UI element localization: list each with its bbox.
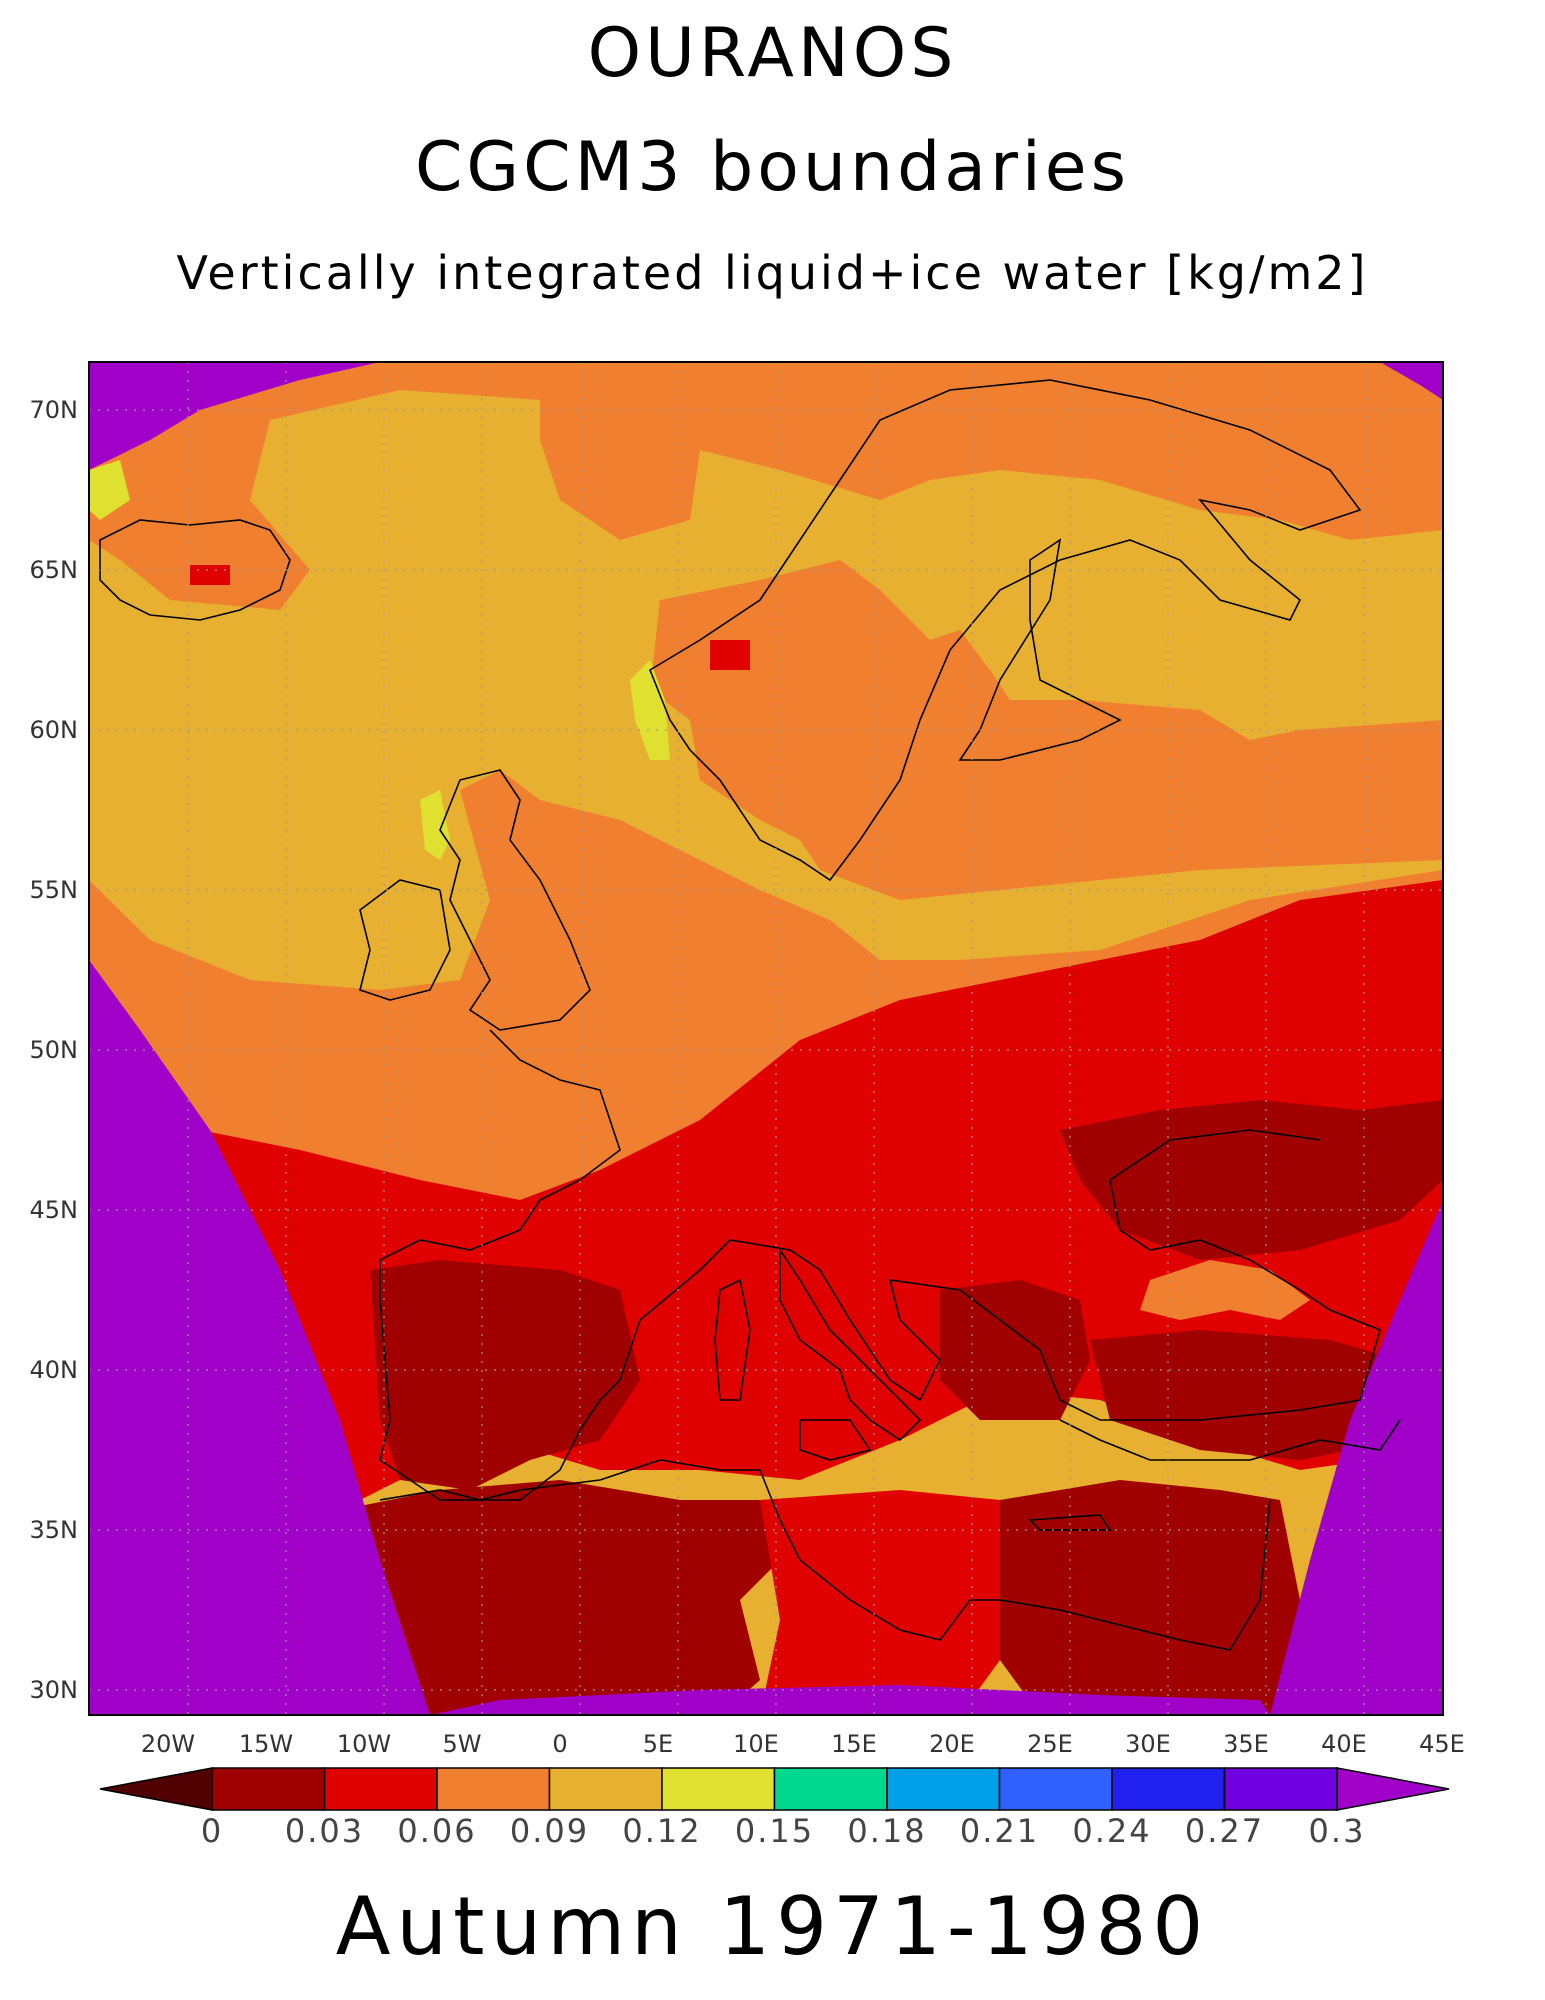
colorbar-swatch	[548, 1767, 663, 1811]
field-saharan-red	[760, 1490, 1000, 1715]
field-outside-topright	[1380, 362, 1443, 400]
colorbar-label: 0.27	[1185, 1812, 1264, 1850]
field-iceland-red	[190, 565, 230, 585]
coastline-finland	[958, 538, 1122, 761]
lon-tick-label: 10E	[733, 1730, 779, 1758]
plot-frame	[88, 361, 1444, 1716]
colorbar-under-arrow	[99, 1767, 213, 1811]
colorbar: 0 0.03 0.06 0.09 0.12 0.15 0.18 0.21 0.24 0.27 0.3	[99, 1767, 1450, 1850]
lon-tick-label: 15E	[831, 1730, 877, 1758]
coastline-italy	[779, 1247, 922, 1442]
colorbar-label: 0.3	[1309, 1812, 1366, 1850]
colorbar-label: 0	[201, 1812, 223, 1850]
lon-tick-label: 20W	[141, 1730, 195, 1758]
coastline-scandinavia	[649, 379, 1362, 882]
lon-tick-label: 45E	[1419, 1730, 1465, 1758]
colorbar-swatch	[661, 1767, 776, 1811]
field-layer	[89, 362, 1443, 1715]
period-label: Autumn 1971-1980	[335, 1880, 1210, 1973]
field-outside-bottom	[430, 1685, 1270, 1715]
coastline-turkey	[1059, 1419, 1401, 1461]
lon-tick-label: 35E	[1223, 1730, 1269, 1758]
field-yellow-scotland	[420, 790, 450, 860]
coastline-continent	[379, 1029, 1381, 1501]
field-scandinavia	[650, 560, 1443, 900]
field-blacksea-orange	[1140, 1260, 1310, 1320]
coastline-ireland	[359, 879, 451, 1001]
lon-tick-label: 20E	[929, 1730, 975, 1758]
lat-tick-label: 50N	[30, 1036, 79, 1064]
field-east-dark	[1060, 1100, 1443, 1260]
lon-tick-label: 30E	[1125, 1730, 1171, 1758]
lat-tick-label: 30N	[30, 1676, 79, 1704]
coastline-crete	[1028, 1514, 1112, 1531]
colorbar-swatch	[1111, 1767, 1226, 1811]
lon-tick-label: 0	[552, 1730, 567, 1758]
coastline-africa	[379, 1459, 1271, 1651]
coastline-britain	[439, 769, 591, 1031]
lon-axis-labels: 20W 15W 10W 5W 0 5E 10E 15E 20E 25E 30E 35E 40E 45E	[141, 1730, 1465, 1758]
variable-title: Vertically integrated liquid+ice water […	[176, 246, 1369, 300]
colorbar-swatch	[1223, 1767, 1338, 1811]
colorbar-label: 0.09	[510, 1812, 589, 1850]
lon-tick-label: 5W	[443, 1730, 482, 1758]
colorbar-label: 0.24	[1072, 1812, 1151, 1850]
field-north-orange	[89, 362, 1443, 610]
coastline-iceland	[99, 519, 291, 621]
coastlines	[99, 379, 1401, 1651]
colorbar-label: 0.21	[960, 1812, 1039, 1850]
lon-tick-label: 5E	[643, 1730, 673, 1758]
field-yellow-norway	[630, 660, 670, 760]
field-iberia-dark	[370, 1260, 640, 1490]
field-outside-topleft	[89, 362, 380, 470]
lat-tick-label: 35N	[30, 1516, 79, 1544]
colorbar-swatch	[436, 1767, 551, 1811]
lon-tick-label: 25E	[1027, 1730, 1073, 1758]
coastline-sicily	[799, 1419, 872, 1461]
field-africa-dark	[340, 1480, 780, 1715]
lon-tick-label: 10W	[337, 1730, 391, 1758]
grid	[89, 362, 1443, 1715]
colorbar-swatch	[886, 1767, 1001, 1811]
lon-tick-label: 15W	[239, 1730, 293, 1758]
colorbar-swatch	[211, 1767, 326, 1811]
field-norway-red	[710, 640, 750, 670]
colorbar-swatch	[323, 1767, 438, 1811]
title-line-2: CGCM3 boundaries	[414, 128, 1131, 207]
colorbar-label: 0.12	[622, 1812, 701, 1850]
coastline-sardinia	[714, 1278, 751, 1401]
field-outside-left	[89, 960, 430, 1715]
colorbar-over-arrow	[1336, 1767, 1450, 1811]
lat-axis-labels: 30N 35N 40N 45N 50N 55N 60N 65N 70N	[30, 396, 79, 1704]
title-line-1: OURANOS	[587, 14, 958, 93]
lon-tick-label: 40E	[1321, 1730, 1367, 1758]
lat-tick-label: 70N	[30, 396, 79, 424]
colorbar-label: 0.15	[735, 1812, 814, 1850]
colorbar-swatch	[773, 1767, 888, 1811]
field-balkan-dark	[940, 1280, 1090, 1420]
field-yellow-iceland	[89, 460, 130, 520]
colorbar-label: 0.06	[397, 1812, 476, 1850]
lat-tick-label: 40N	[30, 1356, 79, 1384]
lat-tick-label: 65N	[30, 556, 79, 584]
lat-tick-label: 45N	[30, 1196, 79, 1224]
field-libya-dark	[1000, 1480, 1300, 1715]
lat-tick-label: 60N	[30, 716, 79, 744]
colorbar-label: 0.18	[847, 1812, 926, 1850]
lat-tick-label: 55N	[30, 876, 79, 904]
colorbar-label: 0.03	[285, 1812, 364, 1850]
colorbar-swatch	[998, 1767, 1113, 1811]
field-outside-right	[1270, 1200, 1443, 1715]
